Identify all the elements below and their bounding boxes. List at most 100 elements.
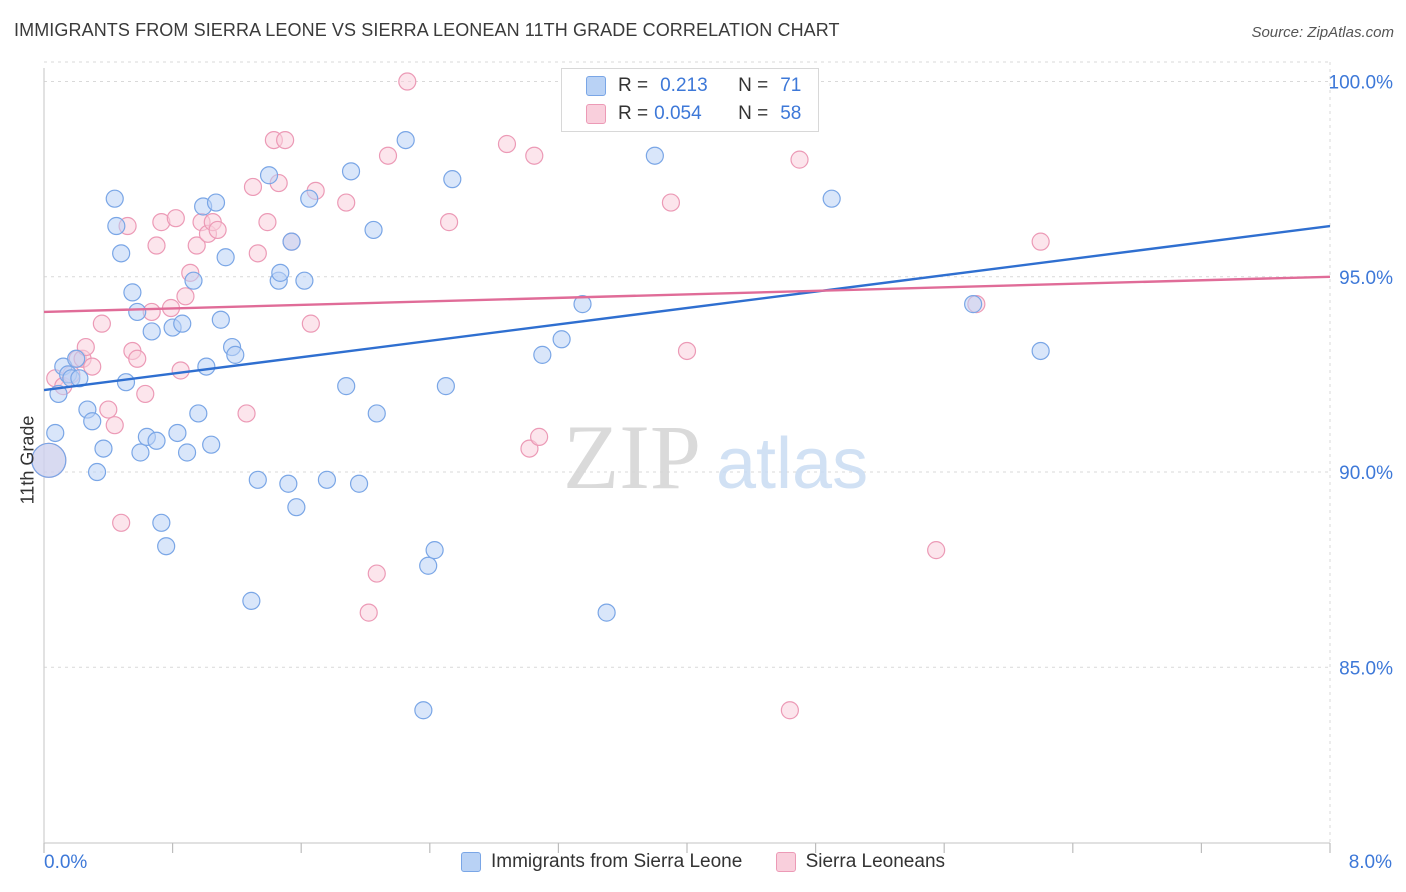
y-tick-labels: 85.0% 90.0% 95.0% 100.0% <box>1329 73 1394 680</box>
data-point <box>425 541 444 560</box>
data-point <box>83 412 102 431</box>
y-axis-label: 11th Grade <box>17 415 38 505</box>
data-point <box>105 189 124 208</box>
data-point <box>525 146 544 165</box>
data-point <box>520 439 539 458</box>
data-point <box>533 345 552 364</box>
data-point <box>116 373 136 392</box>
n-label: N = <box>738 75 769 96</box>
data-point <box>248 470 267 489</box>
data-point <box>530 427 549 446</box>
data-point <box>92 314 111 333</box>
data-point <box>112 513 131 532</box>
data-point <box>317 470 337 489</box>
r-label: R = <box>618 75 649 96</box>
data-point <box>248 244 267 263</box>
n-label: N = <box>738 103 769 124</box>
data-point <box>396 131 415 150</box>
watermark-zip: ZIP <box>563 406 701 508</box>
data-point <box>645 146 664 165</box>
trend-line-sierra-leoneans <box>43 275 1331 314</box>
y-tick-label: 85.0% <box>1339 658 1393 679</box>
data-point <box>206 193 226 212</box>
data-point <box>208 220 227 240</box>
watermark-atlas: atlas <box>716 424 868 504</box>
data-point <box>279 474 298 493</box>
data-point <box>171 361 190 380</box>
data-point <box>1031 232 1050 251</box>
data-point <box>436 377 455 396</box>
r-label: R = <box>618 103 649 124</box>
data-point <box>964 295 983 314</box>
data-point <box>46 423 65 443</box>
data-point <box>157 537 176 556</box>
data-point <box>237 404 256 423</box>
data-point <box>337 193 356 212</box>
data-point <box>67 349 86 368</box>
data-point <box>128 349 147 368</box>
data-point <box>282 232 301 251</box>
data-point <box>677 341 697 361</box>
data-point <box>31 442 67 478</box>
series-sierra-leoneans <box>31 72 1050 720</box>
series-legend: Immigrants from Sierra Leone Sierra Leon… <box>0 851 1406 878</box>
data-point <box>173 314 192 333</box>
data-point <box>300 189 319 208</box>
data-point <box>367 564 386 583</box>
data-point <box>337 377 356 396</box>
legend-row-pink: R = 0.054 N = 58 <box>586 101 801 127</box>
data-point <box>70 369 89 388</box>
legend-label: Sierra Leoneans <box>805 851 946 872</box>
data-point <box>271 263 290 282</box>
pink-swatch <box>586 104 606 124</box>
r-value: 0.213 <box>660 75 708 96</box>
data-point <box>301 314 320 333</box>
source-label: Source: ZipAtlas.com <box>1251 24 1394 41</box>
legend-item-immigrants: Immigrants from Sierra Leone <box>460 851 742 873</box>
data-point <box>552 330 571 349</box>
data-point <box>197 357 216 376</box>
data-point <box>419 556 438 575</box>
y-tick-label: 95.0% <box>1339 268 1393 289</box>
data-point <box>128 302 147 322</box>
data-point <box>398 72 417 91</box>
data-point <box>790 150 809 169</box>
data-point <box>661 193 681 212</box>
data-point <box>202 435 221 454</box>
data-point <box>364 220 383 240</box>
data-point <box>341 162 361 181</box>
data-point <box>243 177 263 197</box>
data-point <box>189 404 208 423</box>
data-point <box>573 295 592 314</box>
data-point <box>76 337 95 357</box>
data-point <box>87 462 107 482</box>
data-point <box>443 170 462 189</box>
data-point <box>349 474 369 493</box>
chart-title: IMMIGRANTS FROM SIERRA LEONE VS SIERRA L… <box>14 20 840 40</box>
y-tick-label: 90.0% <box>1339 463 1393 484</box>
data-point <box>187 236 206 255</box>
n-value: 58 <box>780 103 802 124</box>
data-point <box>597 603 616 622</box>
data-point <box>295 271 314 290</box>
data-point <box>259 166 279 185</box>
data-point <box>497 134 517 154</box>
legend-item-sierra-leoneans: Sierra Leoneans <box>775 851 946 873</box>
data-point <box>176 287 195 306</box>
data-point <box>136 384 155 404</box>
data-point <box>184 271 203 290</box>
data-point <box>242 591 261 610</box>
data-point <box>258 213 277 232</box>
blue-swatch <box>460 852 481 872</box>
data-point <box>211 310 230 329</box>
data-point <box>83 357 102 376</box>
data-point <box>276 131 295 150</box>
data-point <box>780 701 799 720</box>
data-point <box>94 439 113 458</box>
data-point <box>112 244 131 263</box>
series-immigrants-from-sierra-leone <box>31 72 1050 720</box>
data-point <box>822 189 841 208</box>
data-point <box>142 322 161 341</box>
data-point <box>99 400 118 419</box>
